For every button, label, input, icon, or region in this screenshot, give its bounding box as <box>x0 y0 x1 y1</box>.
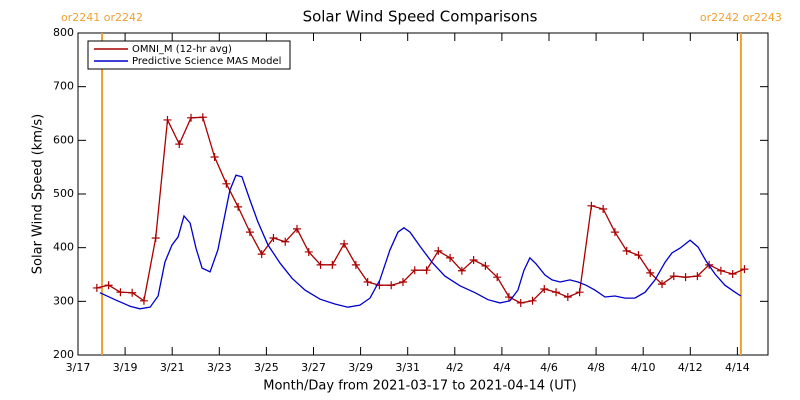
data-point <box>516 298 525 307</box>
legend-box <box>87 40 291 70</box>
data-point <box>151 234 160 243</box>
x-tick-label: 3/25 <box>254 361 279 374</box>
y-tick-label: 800 <box>53 26 74 39</box>
data-point <box>540 284 549 293</box>
data-point <box>599 205 608 214</box>
x-tick-label: 4/6 <box>540 361 558 374</box>
data-point <box>304 247 313 256</box>
y-tick-label: 500 <box>53 187 74 200</box>
data-point <box>92 283 101 292</box>
data-point <box>740 265 749 274</box>
data-point <box>128 288 137 297</box>
data-point <box>187 113 196 122</box>
data-point <box>104 281 113 290</box>
legend-label: OMNI_M (12-hr avg) <box>132 44 232 55</box>
x-tick-label: 4/14 <box>725 361 750 374</box>
data-point <box>646 268 655 277</box>
x-axis-label: Month/Day from 2021-03-17 to 2021-04-14 … <box>263 379 576 394</box>
data-point <box>387 281 396 290</box>
data-point <box>293 224 302 233</box>
data-point <box>269 234 278 243</box>
x-tick-label: 4/2 <box>446 361 464 374</box>
data-point <box>446 253 455 262</box>
boundary-label: or2242 or2243 <box>700 11 782 24</box>
data-point <box>340 239 349 248</box>
data-point <box>245 228 254 237</box>
data-point <box>316 260 325 269</box>
data-point <box>410 266 419 275</box>
data-point <box>175 140 184 149</box>
data-point <box>693 272 702 281</box>
data-point <box>116 288 125 297</box>
data-point <box>563 293 572 302</box>
x-tick-label: 3/19 <box>113 361 138 374</box>
data-point <box>163 115 172 124</box>
data-point <box>528 296 537 305</box>
data-point <box>139 296 148 305</box>
data-point <box>610 228 619 237</box>
data-point <box>634 251 643 260</box>
x-tick-label: 3/23 <box>207 361 232 374</box>
data-point <box>552 288 561 297</box>
data-point <box>234 202 243 211</box>
data-point <box>504 293 513 302</box>
x-tick-label: 3/17 <box>66 361 91 374</box>
series-line <box>96 116 745 304</box>
data-point <box>328 260 337 269</box>
data-point <box>658 280 667 289</box>
data-point <box>493 273 502 282</box>
data-point <box>210 152 219 161</box>
x-tick-label: 3/27 <box>301 361 326 374</box>
chart-title: Solar Wind Speed Comparisons <box>303 8 538 26</box>
legend-label: Predictive Science MAS Model <box>132 56 281 67</box>
data-point <box>469 256 478 265</box>
x-tick-label: 3/21 <box>160 361 185 374</box>
data-point <box>575 288 584 297</box>
x-tick-label: 4/8 <box>587 361 605 374</box>
data-point <box>281 237 290 246</box>
data-point <box>422 266 431 275</box>
series-line <box>99 174 742 310</box>
data-point <box>681 273 690 282</box>
data-point <box>222 179 231 188</box>
data-point <box>398 278 407 287</box>
data-point <box>257 250 266 259</box>
y-tick-label: 400 <box>53 241 74 254</box>
y-tick-label: 300 <box>53 294 74 307</box>
y-tick-label: 200 <box>53 348 74 361</box>
y-axis-label: Solar Wind Speed (km/s) <box>31 114 46 274</box>
y-tick-label: 700 <box>53 80 74 93</box>
data-point <box>728 269 737 278</box>
data-point <box>363 278 372 287</box>
y-tick-label: 600 <box>53 133 74 146</box>
data-point <box>198 113 207 122</box>
data-point <box>587 201 596 210</box>
data-point <box>434 246 443 255</box>
boundary-label: or2241 or2242 <box>61 11 143 24</box>
data-point <box>351 260 360 269</box>
x-tick-label: 3/31 <box>395 361 420 374</box>
x-tick-label: 3/29 <box>348 361 373 374</box>
x-tick-label: 4/10 <box>631 361 656 374</box>
data-point <box>716 266 725 275</box>
x-tick-label: 4/12 <box>678 361 703 374</box>
plot-frame <box>77 32 769 356</box>
data-point <box>669 272 678 281</box>
data-point <box>457 266 466 275</box>
data-point <box>622 246 631 255</box>
data-point <box>481 261 490 270</box>
x-tick-label: 4/4 <box>493 361 511 374</box>
